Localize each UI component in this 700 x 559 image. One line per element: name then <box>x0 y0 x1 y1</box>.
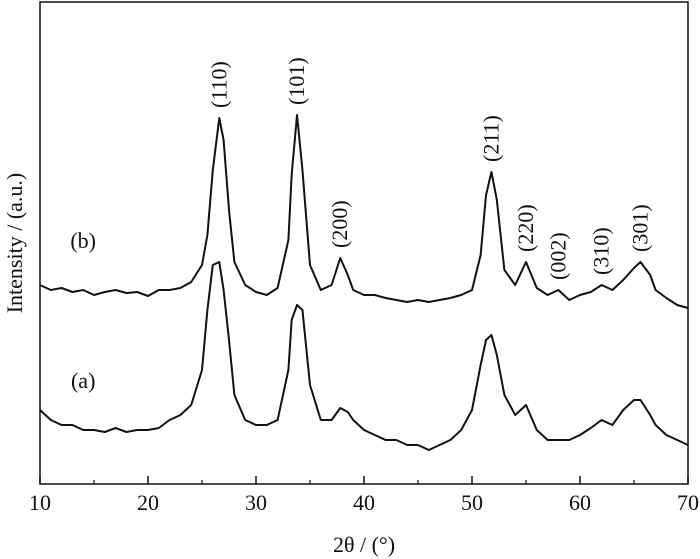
peak-label: (110) <box>206 61 231 108</box>
peak-label: (200) <box>327 200 352 248</box>
peak-label: (211) <box>478 115 503 162</box>
xrd-curve <box>39 261 689 451</box>
x-tick-label: 40 <box>353 490 375 515</box>
x-tick-label: 20 <box>137 490 159 515</box>
peak-label: (101) <box>284 57 309 105</box>
x-tick-label: 50 <box>461 490 483 515</box>
series-label: (b) <box>70 228 96 253</box>
x-tick-label: 60 <box>569 490 591 515</box>
x-tick-label: 30 <box>245 490 267 515</box>
peak-label: (301) <box>627 204 652 252</box>
peak-label: (220) <box>513 204 538 252</box>
x-axis-label: 2θ / (°) <box>333 532 395 557</box>
series-label: (a) <box>71 368 95 393</box>
xrd-curve <box>39 114 689 309</box>
x-tick-label: 10 <box>29 490 51 515</box>
x-tick-label: 70 <box>677 490 699 515</box>
peak-label: (002) <box>545 232 570 280</box>
peak-label: (310) <box>589 227 614 275</box>
y-axis-label: Intensity / (a.u.) <box>2 173 27 314</box>
